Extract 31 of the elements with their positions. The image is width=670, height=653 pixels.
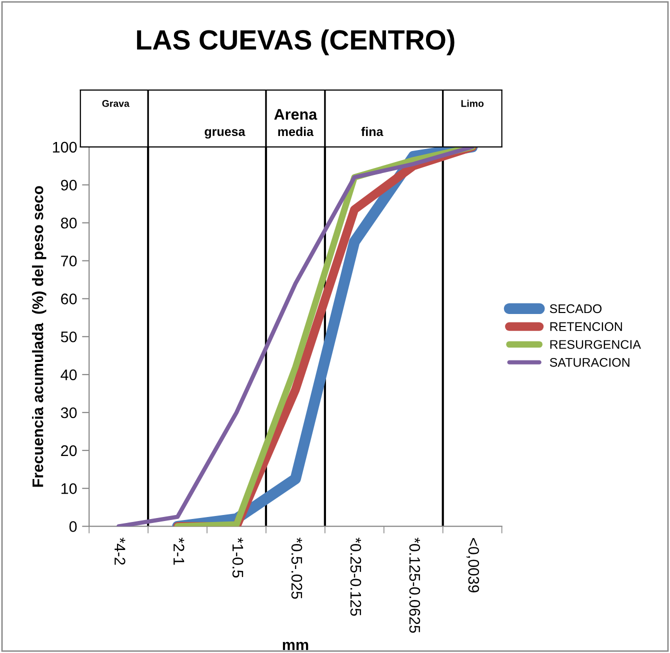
y-tick-label: 90 — [61, 180, 77, 191]
legend-label: RESURGENCIA — [550, 340, 641, 349]
y-tick-label: 10 — [61, 483, 77, 494]
x-tick-label: *0.5-.025 — [291, 538, 302, 599]
x-tick-label: *2-1 — [174, 538, 184, 565]
chart-title: LAS CUEVAS (CENTRO) — [137, 29, 454, 56]
text: Arena — [274, 109, 318, 120]
x-tick-label: *0.125-0.0625 — [409, 538, 420, 633]
x-tick-label: *0.25-0.125 — [350, 538, 362, 616]
x-tick-label: *1-0.5 — [232, 538, 244, 578]
y-tick-label: 30 — [60, 407, 77, 418]
legend-label: SECADO — [550, 304, 602, 314]
y-tick-label: 100 — [52, 142, 77, 153]
y-tick-label: 50 — [60, 331, 77, 342]
text: gruesa — [204, 129, 246, 139]
y-tick-label: 20 — [61, 445, 77, 456]
y-tick-label: 60 — [61, 294, 77, 304]
y-axis-title: Frecuencia acumulada (%) del peso seco — [32, 186, 46, 487]
y-tick-label: 0 — [69, 521, 77, 532]
legend-label: RETENCION — [550, 322, 622, 332]
text: fina — [361, 126, 384, 136]
y-tick-label: 40 — [60, 369, 77, 380]
x-tick-label: *4-2 — [114, 538, 126, 565]
x-axis-title: mm — [282, 642, 308, 650]
y-tick-label: 70 — [61, 256, 77, 266]
text: Grava — [102, 100, 130, 107]
legend-label: SATURACION — [550, 358, 630, 367]
y-tick-label: 80 — [60, 218, 77, 228]
x-tick-label: <0,0039 — [466, 538, 480, 592]
text: Limo — [461, 100, 484, 107]
text: media — [278, 126, 314, 136]
